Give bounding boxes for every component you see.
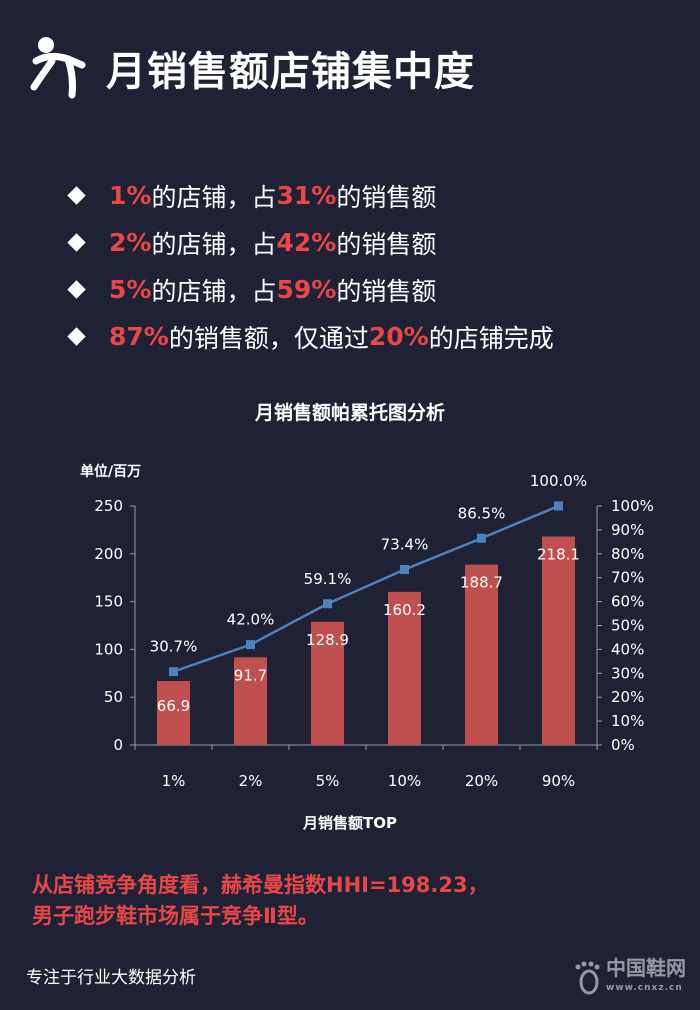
line-point [400, 565, 409, 575]
bullet-item: 2% 的店铺，占 42% 的销售额 [67, 219, 554, 266]
bar [311, 621, 344, 745]
line-data-label: 59.1% [304, 570, 352, 588]
highlight-percent: 42% [276, 228, 337, 257]
bar-data-label: 218.1 [537, 545, 580, 563]
x-tick-label: 20% [465, 772, 498, 790]
x-tick-label: 2% [239, 772, 263, 790]
footer-text: 专注于行业大数据分析 [26, 968, 196, 988]
bullet-list: 1% 的店铺，占 31% 的销售额 2% 的店铺，占 42% 的销售额 5% 的店铺，占 59% 的销… [67, 172, 554, 360]
watermark: 中国鞋网 www.cnxz.cn [572, 958, 686, 998]
bullet-text: 的店铺，占 [151, 276, 277, 306]
bullet-item: 1% 的店铺，占 31% 的销售额 [67, 172, 554, 219]
highlight-percent: 5% [109, 275, 152, 304]
bar-data-label: 160.2 [383, 601, 426, 619]
y2-tick-label: 40% [611, 640, 644, 658]
bar-data-label: 66.9 [157, 697, 190, 715]
line-data-label: 42.0% [227, 611, 275, 629]
line-data-label: 30.7% [150, 638, 198, 656]
bullet-item: 5% 的店铺，占 59% 的销售额 [67, 266, 554, 313]
diamond-bullet-icon [67, 327, 86, 346]
highlight-percent: 87% [109, 322, 169, 351]
pareto-chart: 0 50 100 150 200 250 0% 10% 20% 30% 40% 50% 60% 70% 80… [94, 472, 654, 790]
y2-tick-label: 70% [611, 569, 644, 587]
bullet-text: 的销售额，仅通过 [168, 323, 369, 353]
y-tick-label: 100 [94, 640, 123, 658]
bullet-text: 的店铺，占 [151, 182, 277, 212]
line-data-label: 73.4% [381, 536, 429, 554]
conclusion-line-1: 从店铺竞争角度看，赫希曼指数HHI=198.23， [32, 873, 489, 897]
line-data-label: 100.0% [530, 472, 587, 490]
y2-tick-label: 10% [611, 712, 644, 730]
runner-icon [30, 37, 86, 99]
bullet-text: 的店铺完成 [428, 323, 554, 353]
bullet-text: 的销售额 [336, 229, 437, 259]
x-tick-label: 1% [162, 772, 186, 790]
y2-tick-label: 20% [611, 688, 644, 706]
y2-tick-label: 30% [611, 664, 644, 682]
y-tick-label: 0 [113, 736, 123, 754]
line-point [169, 667, 178, 677]
line-point [477, 533, 486, 543]
highlight-percent: 31% [276, 181, 337, 210]
bar [157, 681, 190, 745]
y-axis-label: 单位/百万 [80, 464, 142, 480]
bullet-text: 的销售额 [336, 276, 437, 306]
bar [388, 591, 421, 745]
bar [234, 657, 267, 745]
line-point [554, 501, 563, 511]
diamond-bullet-icon [67, 186, 86, 205]
x-tick-label: 10% [388, 772, 421, 790]
bar-data-label: 188.7 [460, 574, 503, 592]
bar-data-label: 91.7 [234, 666, 267, 684]
highlight-percent: 59% [276, 275, 337, 304]
bullet-text: 的店铺，占 [151, 229, 277, 259]
line-point [323, 599, 332, 609]
page-title: 月销售额店铺集中度 [106, 49, 475, 95]
line-data-label: 86.5% [458, 504, 506, 522]
highlight-percent: 1% [109, 181, 152, 210]
bar-data-label: 128.9 [306, 631, 349, 649]
header: 月销售额店铺集中度 [28, 28, 475, 108]
highlight-percent: 2% [109, 228, 152, 257]
x-tick-label: 90% [542, 772, 575, 790]
y2-tick-label: 80% [611, 545, 644, 563]
y2-tick-label: 0% [611, 736, 635, 754]
y2-tick-label: 100% [611, 497, 654, 515]
y2-tick-label: 90% [611, 521, 644, 539]
highlight-percent: 20% [368, 322, 429, 351]
chart-title: 月销售额帕累托图分析 [254, 402, 445, 424]
x-tick-label: 5% [316, 772, 340, 790]
y-tick-label: 50 [104, 688, 123, 706]
y-tick-label: 150 [94, 593, 123, 611]
y2-tick-label: 60% [611, 593, 644, 611]
watermark-name: 中国鞋网 [606, 956, 686, 980]
bullet-text: 的销售额 [336, 182, 437, 212]
watermark-text: 中国鞋网 www.cnxz.cn [606, 958, 686, 998]
y2-tick-label: 50% [611, 617, 644, 635]
x-axis-label: 月销售额TOP [303, 814, 397, 832]
cumulative-line [173, 504, 559, 673]
conclusion-text: 从店铺竞争角度看，赫希曼指数HHI=198.23， 男子跑步鞋市场属于竞争Ⅱ型。 [32, 870, 489, 932]
diamond-bullet-icon [67, 280, 86, 299]
bar [465, 564, 498, 745]
y-tick-label: 250 [94, 497, 123, 515]
bullet-item: 87% 的销售额，仅通过 20% 的店铺完成 [67, 313, 554, 360]
y-tick-label: 200 [94, 545, 123, 563]
line-point [246, 640, 255, 650]
diamond-bullet-icon [67, 233, 86, 252]
conclusion-line-2: 男子跑步鞋市场属于竞争Ⅱ型。 [32, 904, 319, 928]
bar [542, 536, 575, 745]
footprint-icon [575, 961, 600, 995]
watermark-url: www.cnxz.cn [606, 983, 683, 993]
